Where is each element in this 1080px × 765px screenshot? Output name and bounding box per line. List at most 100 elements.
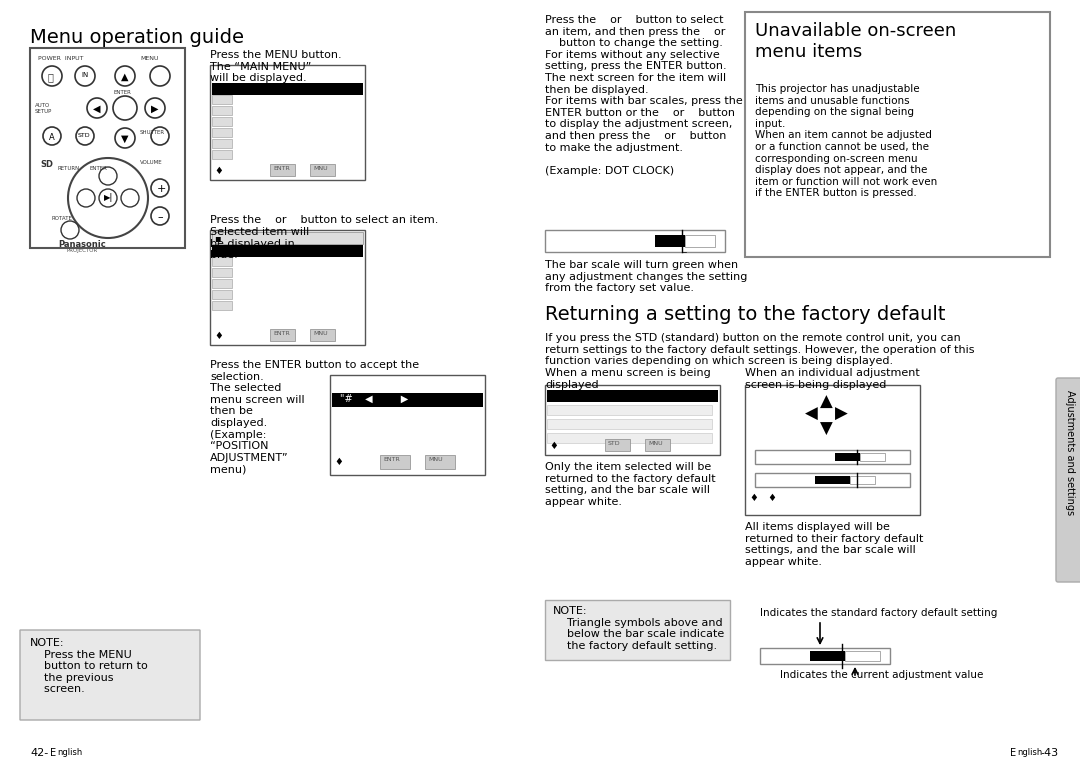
Bar [545,385,720,455]
Circle shape [114,66,135,86]
Bar [212,150,232,159]
Text: ▪: ▪ [214,233,220,243]
Circle shape [151,207,168,225]
Bar [212,268,232,277]
Text: Unavailable on-screen
menu items: Unavailable on-screen menu items [755,22,956,60]
Text: ◀: ◀ [93,104,100,114]
Bar [850,476,875,484]
Bar [545,230,725,252]
Bar [685,235,715,247]
Circle shape [87,98,107,118]
Circle shape [76,127,94,145]
Text: VOLUME: VOLUME [140,160,163,165]
FancyBboxPatch shape [21,630,200,720]
Text: Panasonic: Panasonic [58,240,106,249]
Text: ▶: ▶ [835,405,848,423]
Bar [835,453,860,461]
Bar [210,230,365,345]
Text: MENU: MENU [140,56,159,61]
Text: MNU: MNU [428,457,443,462]
Text: E: E [1010,748,1016,758]
Text: Indicates the standard factory default setting: Indicates the standard factory default s… [760,608,997,618]
Circle shape [151,127,168,145]
Text: ▶|: ▶| [104,193,113,202]
Text: nglish: nglish [1017,748,1042,757]
Bar [212,257,232,266]
Bar [212,117,232,126]
Text: ENTR: ENTR [383,457,400,462]
Circle shape [99,189,117,207]
Bar [815,476,850,484]
Text: –: – [157,212,163,222]
Text: ENTR: ENTR [273,166,289,171]
Bar [212,290,232,299]
Bar [332,377,483,393]
Text: MNU: MNU [313,166,327,171]
Bar [545,600,730,660]
Text: MNU: MNU [313,331,327,336]
Bar [380,455,410,469]
Text: ▲: ▲ [820,393,833,411]
Bar [755,450,910,464]
Bar [860,453,885,461]
Bar [546,405,712,415]
Text: ♦: ♦ [214,331,222,341]
Text: ▲: ▲ [121,72,129,82]
Bar [330,375,485,475]
Text: nglish: nglish [57,748,82,757]
Bar [212,67,363,83]
Text: This projector has unadjustable
items and unusable functions
depending on the si: This projector has unadjustable items an… [755,84,937,198]
Text: STD: STD [608,441,621,446]
Circle shape [114,128,135,148]
Bar [270,329,295,341]
Text: All items displayed will be
returned to their factory default
settings, and the : All items displayed will be returned to … [745,522,923,567]
Bar [310,164,335,176]
Text: Returning a setting to the factory default: Returning a setting to the factory defau… [545,305,945,324]
Text: SHUTTER: SHUTTER [140,130,165,135]
Bar [755,473,910,487]
Bar [310,329,335,341]
Bar [212,232,363,244]
Circle shape [43,127,60,145]
Bar [546,419,712,429]
Text: PROJECTOR: PROJECTOR [66,248,97,253]
Text: A: A [49,133,55,142]
Text: ROTATE: ROTATE [52,216,72,221]
Text: E: E [50,748,56,758]
Bar [810,651,845,661]
Text: The bar scale will turn green when
any adjustment changes the setting
from the f: The bar scale will turn green when any a… [545,260,747,293]
Circle shape [150,66,170,86]
Text: ENTER: ENTER [90,166,108,171]
Bar [760,648,890,664]
Text: ♦: ♦ [334,457,342,467]
Circle shape [75,66,95,86]
Text: ENTR: ENTR [273,331,289,336]
Text: When an individual adjustment
screen is being displayed: When an individual adjustment screen is … [745,368,920,389]
Bar [654,235,685,247]
Text: STD: STD [78,133,91,138]
Bar [212,301,232,310]
Text: ◀: ◀ [805,405,818,423]
Text: ▼: ▼ [820,420,833,438]
Circle shape [99,167,117,185]
Text: Press the MENU button.
The “MAIN MENU”
will be displayed.: Press the MENU button. The “MAIN MENU” w… [210,50,341,83]
Bar [212,279,232,288]
Text: RETURN: RETURN [58,166,80,171]
Text: 42-: 42- [30,748,49,758]
Bar [745,385,920,515]
Text: Press the ENTER button to accept the
selection.
The selected
menu screen will
th: Press the ENTER button to accept the sel… [210,360,419,474]
Text: ♦   ♦: ♦ ♦ [750,493,777,503]
Text: +: + [157,184,166,194]
Bar [212,139,232,148]
Circle shape [42,66,62,86]
Text: Adjustments and settings: Adjustments and settings [1065,390,1075,515]
Text: ⏻: ⏻ [48,72,54,82]
Bar [426,455,455,469]
Text: POWER  INPUT: POWER INPUT [38,56,83,61]
Text: Only the item selected will be
returned to the factory default
setting, and the : Only the item selected will be returned … [545,462,716,506]
Text: ♦: ♦ [549,441,557,451]
Text: Menu operation guide: Menu operation guide [30,28,244,47]
Circle shape [151,179,168,197]
Text: ▼: ▼ [121,134,129,144]
Text: ENTER: ENTER [113,90,131,95]
